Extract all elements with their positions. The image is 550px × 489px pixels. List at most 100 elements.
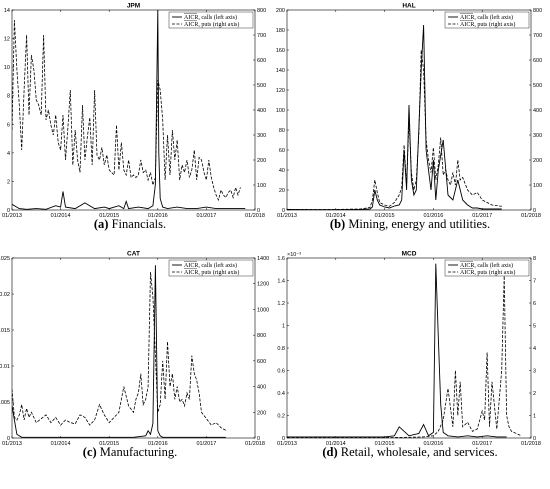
panel-caption: (d) Retail, wholesale, and services. bbox=[322, 445, 497, 459]
x-tick-label: 01/2017 bbox=[472, 213, 492, 219]
legend-box bbox=[444, 11, 530, 29]
y-right-tick-label: 800 bbox=[257, 8, 266, 14]
x-tick-label: 01/2016 bbox=[423, 213, 443, 219]
plot-frame bbox=[286, 257, 532, 439]
series-line-calls bbox=[287, 263, 507, 438]
y-left-tick-label: 6 bbox=[7, 122, 10, 128]
series-line-puts bbox=[12, 272, 226, 431]
y-left-tick-label: 20 bbox=[279, 188, 285, 194]
caption-text: Financials. bbox=[112, 217, 167, 231]
series-line-puts bbox=[287, 275, 522, 438]
y-left-tick-label: 180 bbox=[276, 28, 285, 34]
y-right-tick-label: 0 bbox=[533, 436, 536, 442]
panel-title: JPM bbox=[127, 3, 140, 10]
panel-title: CAT bbox=[127, 251, 140, 258]
x-tick-label: 01/2018 bbox=[245, 213, 265, 219]
y-right-tick-label: 100 bbox=[533, 183, 542, 189]
x-tick-label: 01/2014 bbox=[51, 213, 71, 219]
y-left-tick-label: 140 bbox=[276, 68, 285, 74]
y-right-tick-label: 700 bbox=[533, 33, 542, 39]
y-right-tick-label: 300 bbox=[257, 133, 266, 139]
panel-title: MCD bbox=[402, 251, 417, 258]
caption-label: (b) bbox=[330, 217, 348, 231]
y-right-tick-label: 200 bbox=[533, 158, 542, 164]
y-right-tick-label: 100 bbox=[257, 183, 266, 189]
y-left-tick-label: 0 bbox=[282, 208, 285, 214]
y-right-tick-label: 400 bbox=[257, 108, 266, 114]
x-tick-label: 01/2016 bbox=[148, 441, 168, 447]
y-right-tick-label: 0 bbox=[257, 436, 260, 442]
y-right-tick-label: 400 bbox=[257, 385, 266, 391]
legend-label-puts: AICR, puts (right axis) bbox=[184, 269, 239, 276]
legend-label-puts: AICR, puts (right axis) bbox=[460, 269, 515, 276]
x-tick-label: 01/2015 bbox=[375, 441, 395, 447]
y-left-tick-label: 10 bbox=[4, 65, 10, 71]
y-right-tick-label: 600 bbox=[257, 58, 266, 64]
x-tick-label: 01/2017 bbox=[196, 213, 216, 219]
x-tick-label: 01/2015 bbox=[99, 213, 119, 219]
y-right-tick-label: 800 bbox=[257, 333, 266, 339]
caption-text: Manufacturing. bbox=[100, 445, 177, 459]
y-right-tick-label: 500 bbox=[257, 83, 266, 89]
panel-caption: (a) Financials. bbox=[94, 217, 166, 231]
x-tick-label: 01/2015 bbox=[375, 213, 395, 219]
y-right-tick-label: 200 bbox=[257, 410, 266, 416]
y-right-tick-label: 600 bbox=[257, 359, 266, 365]
x-tick-label: 01/2018 bbox=[521, 213, 541, 219]
y-right-tick-label: 0 bbox=[257, 208, 260, 214]
y-right-tick-label: 4 bbox=[533, 346, 536, 352]
y-left-tick-label: 8 bbox=[7, 94, 10, 100]
y-right-tick-label: 8 bbox=[533, 256, 536, 262]
x-tick-label: 01/2015 bbox=[99, 441, 119, 447]
y-left-tick-label: 0 bbox=[7, 208, 10, 214]
y-left-tick-label: 0.8 bbox=[277, 346, 285, 352]
y-right-tick-label: 400 bbox=[533, 108, 542, 114]
x-tick-label: 01/2013 bbox=[277, 441, 297, 447]
y-left-tick-label: 1.6 bbox=[277, 256, 285, 262]
x-tick-label: 01/2013 bbox=[2, 441, 22, 447]
y-left-tick-label: 40 bbox=[279, 168, 285, 174]
y-left-tick-label: 0.2 bbox=[277, 414, 285, 420]
series-line-calls bbox=[12, 265, 226, 438]
series-line-calls bbox=[287, 24, 502, 210]
y-left-exponent: ×10⁻³ bbox=[287, 252, 301, 258]
y-left-tick-label: 0.02 bbox=[0, 292, 10, 298]
x-tick-label: 01/2013 bbox=[2, 213, 22, 219]
y-left-tick-label: 14 bbox=[4, 8, 10, 14]
series-line-calls bbox=[12, 10, 246, 210]
legend-label-calls: AICR, calls (left axis) bbox=[460, 14, 513, 21]
y-right-tick-label: 700 bbox=[257, 33, 266, 39]
y-left-tick-label: 1.2 bbox=[277, 301, 285, 307]
y-right-tick-label: 7 bbox=[533, 279, 536, 285]
panel-title: HAL bbox=[402, 3, 415, 10]
legend-box bbox=[444, 259, 530, 277]
caption-label: (a) bbox=[94, 217, 112, 231]
x-tick-label: 01/2018 bbox=[521, 441, 541, 447]
y-right-tick-label: 500 bbox=[533, 83, 542, 89]
legend-label-puts: AICR, puts (right axis) bbox=[460, 21, 515, 28]
y-right-tick-label: 1200 bbox=[257, 282, 269, 288]
y-left-tick-label: 60 bbox=[279, 148, 285, 154]
y-left-tick-label: 4 bbox=[7, 151, 10, 157]
y-right-tick-label: 200 bbox=[257, 158, 266, 164]
y-right-tick-label: 600 bbox=[533, 58, 542, 64]
y-left-tick-label: 0.015 bbox=[0, 328, 10, 334]
y-right-tick-label: 2 bbox=[533, 391, 536, 397]
y-right-tick-label: 3 bbox=[533, 369, 536, 375]
y-left-tick-label: 2 bbox=[7, 179, 10, 185]
y-right-tick-label: 1 bbox=[533, 414, 536, 420]
y-left-tick-label: 0 bbox=[282, 436, 285, 442]
y-right-tick-label: 1400 bbox=[257, 256, 269, 262]
y-left-tick-label: 160 bbox=[276, 48, 285, 54]
y-right-tick-label: 0 bbox=[533, 208, 536, 214]
y-left-tick-label: 0.6 bbox=[277, 369, 285, 375]
y-left-tick-label: 0.01 bbox=[0, 364, 10, 370]
panel-caption: (c) Manufacturing. bbox=[83, 445, 177, 459]
x-tick-label: 01/2013 bbox=[277, 213, 297, 219]
y-right-tick-label: 6 bbox=[533, 301, 536, 307]
